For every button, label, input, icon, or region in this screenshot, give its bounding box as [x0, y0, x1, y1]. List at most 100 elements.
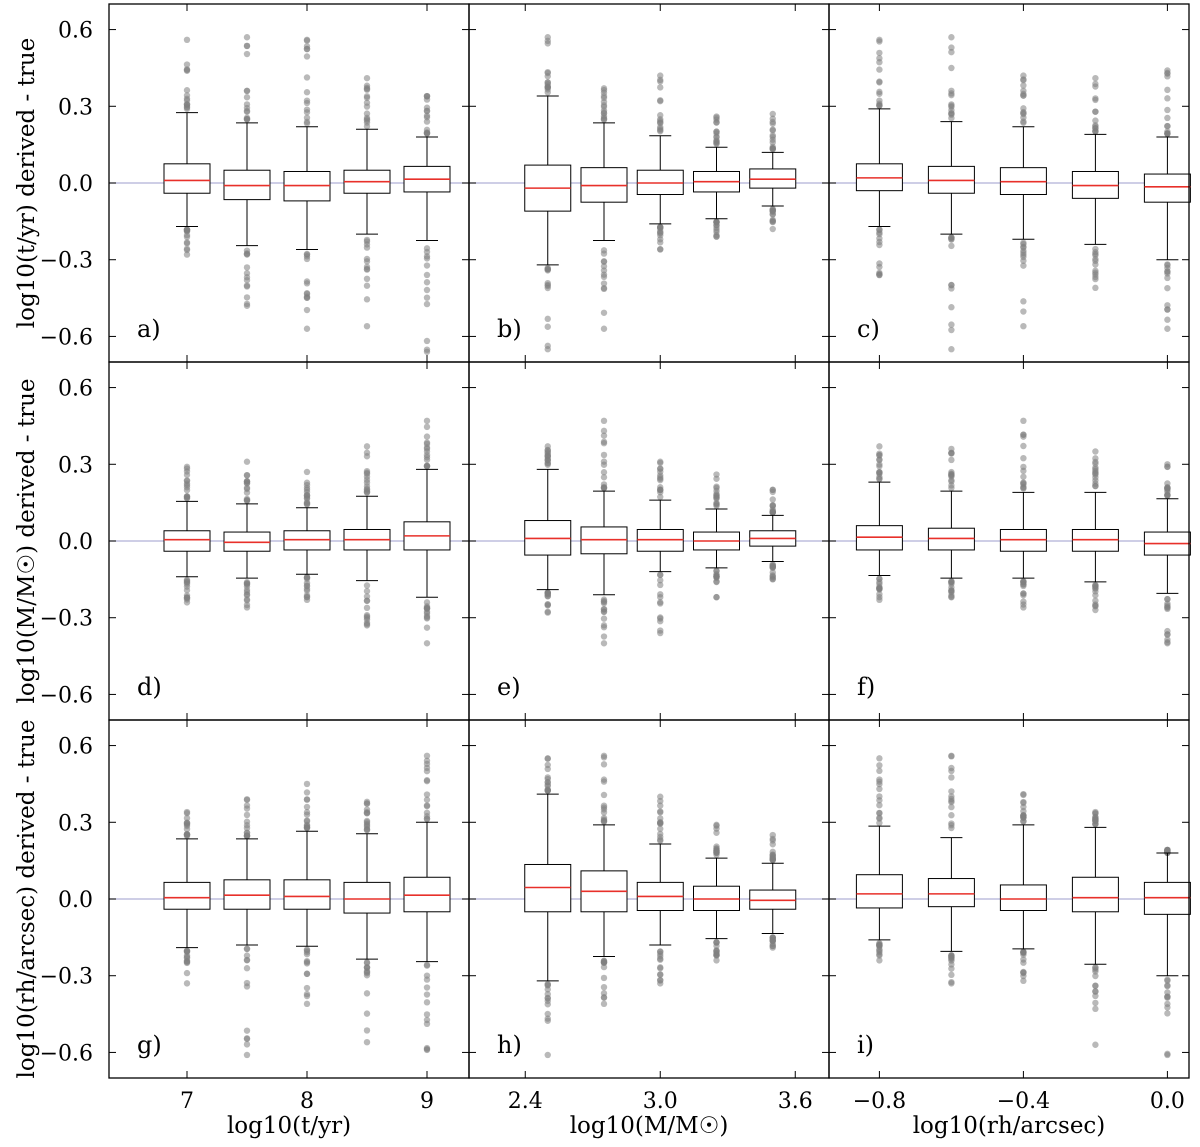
outlier-point: [243, 1041, 251, 1048]
outlier-point: [423, 991, 431, 998]
outlier-point: [600, 983, 608, 991]
box-2: [580, 417, 628, 647]
outlier-point: [713, 843, 720, 850]
outlier-point: [769, 937, 776, 945]
outlier-point: [1020, 969, 1027, 977]
outlier-point: [1020, 814, 1027, 821]
outlier-point: [769, 126, 776, 133]
outlier-point: [600, 469, 608, 476]
outlier-point: [183, 251, 191, 258]
outlier-point: [423, 813, 431, 820]
outlier-point: [243, 811, 251, 819]
outlier-point: [423, 610, 431, 617]
outlier-point: [600, 309, 608, 316]
outlier-point: [713, 500, 720, 508]
outlier-point: [183, 808, 191, 816]
outlier-point: [657, 472, 664, 479]
outlier-point: [1020, 956, 1027, 963]
outlier-point: [243, 979, 251, 987]
iqr-box: [163, 163, 211, 194]
outlier-point: [876, 590, 883, 598]
outlier-point: [948, 788, 955, 795]
outlier-point: [183, 825, 191, 833]
outlier-point: [713, 957, 720, 964]
outlier-point: [243, 302, 251, 309]
outlier-point: [948, 952, 955, 959]
outlier-point: [544, 1010, 551, 1018]
outlier-point: [423, 253, 431, 260]
outlier-point: [544, 443, 551, 450]
outlier-point: [948, 980, 955, 987]
outlier-point: [423, 445, 431, 452]
outlier-point: [243, 805, 251, 812]
y-tick-label: 0.3: [58, 453, 93, 478]
outlier-point: [363, 806, 371, 813]
outlier-point: [1164, 86, 1171, 94]
outlier-point: [423, 112, 431, 119]
outlier-point: [544, 315, 551, 323]
outlier-point: [1020, 454, 1027, 462]
x-tick-label: 0.0: [1150, 1089, 1185, 1114]
outlier-point: [1164, 595, 1171, 603]
outlier-point: [713, 594, 720, 601]
x-tick-label: 2.4: [508, 1089, 543, 1114]
outlier-point: [303, 990, 311, 998]
outlier-point: [713, 226, 720, 234]
outlier-point: [1092, 816, 1099, 824]
outlier-point: [600, 474, 608, 481]
outlier-point: [243, 832, 251, 840]
outlier-point: [1092, 992, 1099, 1000]
outlier-point: [243, 1027, 251, 1034]
box-1: [524, 755, 572, 1059]
outlier-point: [713, 849, 720, 857]
outlier-point: [1020, 244, 1027, 251]
outlier-point: [423, 615, 431, 622]
outlier-point: [303, 89, 311, 96]
outlier-point: [876, 776, 883, 783]
outlier-point: [423, 417, 431, 425]
outlier-point: [1020, 262, 1027, 269]
outlier-point: [876, 450, 883, 457]
outlier-point: [769, 225, 776, 233]
iqr-box: [1071, 876, 1119, 913]
outlier-point: [876, 49, 883, 57]
outlier-point: [183, 576, 191, 584]
outlier-point: [1020, 298, 1027, 305]
outlier-point: [600, 959, 608, 966]
outlier-point: [657, 955, 664, 962]
outlier-point: [423, 624, 431, 631]
outlier-point: [948, 478, 955, 485]
outlier-point: [243, 101, 251, 108]
outlier-point: [363, 798, 371, 806]
box-5: [749, 831, 797, 951]
outlier-point: [1092, 988, 1099, 995]
outlier-point: [1092, 999, 1099, 1007]
outlier-point: [544, 761, 551, 769]
outlier-point: [423, 604, 431, 611]
outlier-point: [948, 824, 955, 832]
outlier-point: [876, 785, 883, 793]
box-3: [636, 793, 684, 987]
outlier-point: [948, 91, 955, 99]
outlier-point: [183, 477, 191, 485]
outlier-point: [363, 94, 371, 101]
panel-d: 0.6 0.3 0.0 −0.3 −0.6 d): [40, 361, 470, 721]
outlier-point: [1020, 483, 1027, 491]
outlier-point: [600, 440, 608, 447]
panel-label: b): [497, 315, 522, 343]
outlier-point: [876, 585, 883, 592]
outlier-point: [948, 242, 955, 250]
outlier-point: [1164, 605, 1171, 613]
outlier-point: [303, 596, 311, 604]
outlier-point: [1020, 598, 1027, 605]
outlier-point: [243, 957, 251, 964]
outlier-point: [1092, 808, 1099, 816]
outlier-point: [243, 952, 251, 959]
outlier-point: [657, 837, 664, 844]
outlier-point: [423, 767, 431, 775]
outlier-point: [423, 118, 431, 125]
outlier-point: [600, 802, 608, 809]
outlier-point: [769, 110, 776, 118]
y-tick-label: 0.6: [58, 735, 93, 760]
outlier-point: [713, 471, 720, 478]
